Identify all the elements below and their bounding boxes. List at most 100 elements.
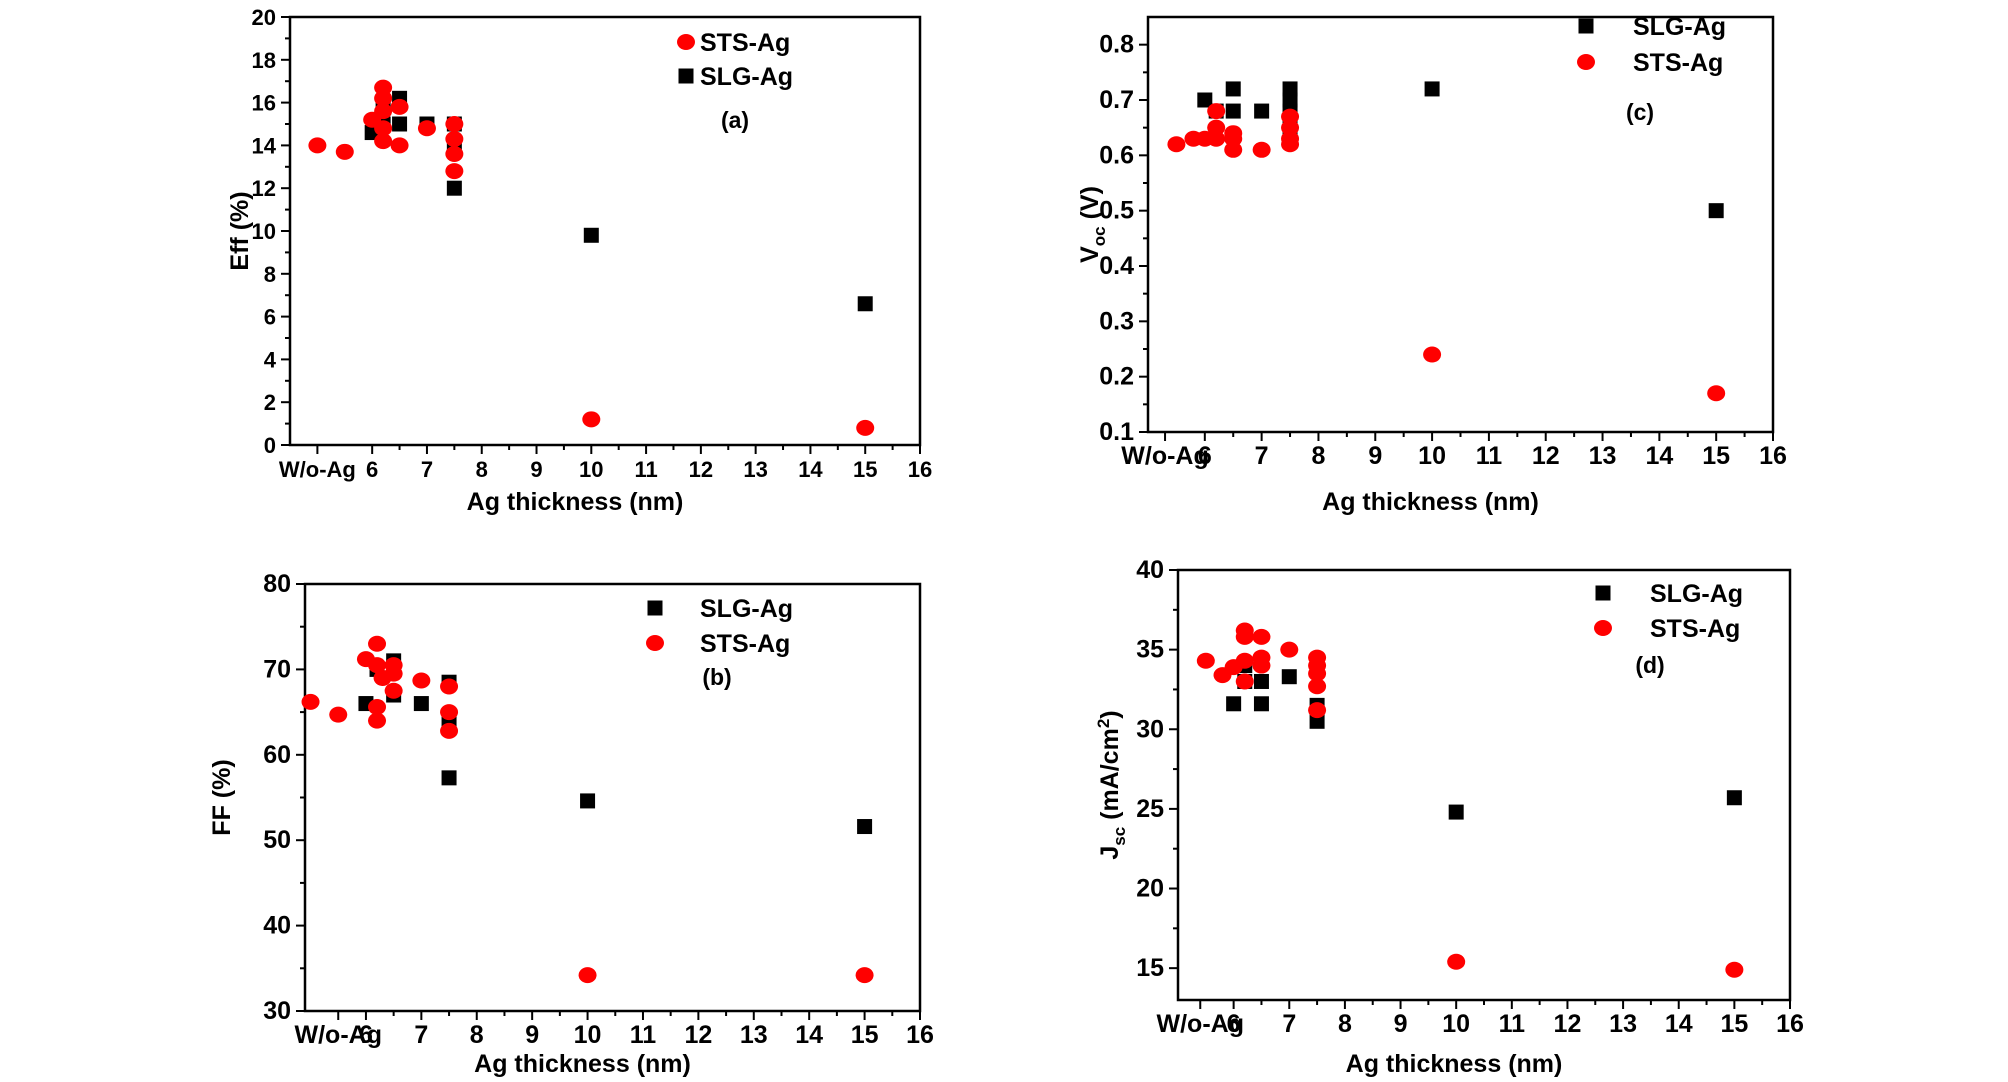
legend: STS-Ag SLG-Ag [677,29,793,91]
y-tick-label: 12 [252,176,276,201]
data-point-circle [1423,346,1442,363]
x-tick-label: 12 [684,1021,712,1049]
chart-panel-d: W/o-Ag6 7 8 9 10 11 12 13 14 15 16 15 20 25 30 35 40 Ag t… [1094,556,1804,1078]
data-point-circle [1235,628,1254,645]
data-point-circle [1252,141,1271,158]
legend-label: SLG-Ag [700,63,793,91]
x-tick-label: 13 [1609,1010,1637,1038]
data-point-circle [301,693,320,710]
y-tick-label: 0.3 [1099,307,1134,335]
data-point-circle [1281,136,1300,153]
data-point-square [583,227,599,243]
y-tick-label: 60 [263,741,291,769]
data-point-circle [440,704,459,721]
legend: SLG-Ag STS-Ag [646,595,793,658]
data-point-square [580,793,596,809]
x-tick-label: 15 [851,1021,879,1049]
y-tick-label: 35 [1136,636,1164,664]
x-tick-label: 10 [1418,442,1446,470]
x-axis-title: Ag thickness (nm) [1346,1050,1563,1078]
y-axis-title: Eff (%) [226,191,254,270]
data-point-circle [368,712,387,729]
y-tick-label: 20 [252,5,276,30]
data-point-circle [335,143,354,160]
data-point-square [446,180,462,196]
y-axis-title: FF (%) [208,759,236,835]
data-point-square [392,116,408,132]
x-tick-label: 12 [1532,442,1560,470]
data-point-circle [374,120,393,137]
series-STS-Ag [1196,622,1744,978]
x-tick-label: 7 [414,1021,428,1049]
data-point-circle [368,698,387,715]
x-tick-label: 9 [525,1021,539,1049]
data-point-square [857,819,873,835]
data-point-circle [1207,119,1226,136]
y-tick-label: 0.4 [1099,252,1134,280]
data-point-circle [1308,678,1327,695]
data-point-circle [445,116,464,132]
data-point-square [441,770,457,786]
y-tick-label: 25 [1136,795,1164,823]
y-tick-label: 0 [264,433,276,458]
legend-label: STS-Ag [1633,49,1723,77]
y-axis-title: Voc (V) [1076,186,1109,263]
y-tick-label: 80 [263,570,291,598]
x-tick-label: 7 [1255,442,1269,470]
data-point-square [1448,804,1464,820]
data-point-square [1253,696,1269,712]
legend-marker-square [678,68,694,84]
x-tick-label: 7 [1282,1010,1296,1038]
data-point-square [1226,696,1242,712]
chart-panel-c: W/o-Ag6 7 8 9 10 11 12 13 14 15 16 0.1 0.2 0.3 0.4 0.5 0… [1076,13,1787,516]
legend-label: STS-Ag [1650,615,1740,643]
x-tick-label: 11 [634,457,657,482]
y-tick-label: 2 [264,390,276,415]
legend-marker-square [647,600,663,616]
x-tick-label: 16 [1776,1010,1804,1038]
panel-label: (c) [1626,99,1654,125]
legend: SLG-Ag STS-Ag [1577,13,1726,77]
x-tick-label: 6 [1227,1010,1241,1038]
x-tick-label: 12 [1554,1010,1582,1038]
x-tick-label: 16 [906,1021,934,1049]
data-point-square [1197,92,1213,108]
data-point-circle [1235,652,1254,669]
data-point-circle [1196,652,1215,669]
data-point-circle [1447,953,1466,970]
y-tick-label: 14 [252,133,277,158]
x-tick-label: 8 [1338,1010,1352,1038]
data-point-circle [578,967,597,984]
plot-frame [303,582,922,1013]
data-point-circle [384,665,403,682]
data-point-square [1424,81,1440,97]
y-tick-label: 0.6 [1099,141,1134,169]
x-tick-label: 14 [1665,1010,1693,1038]
x-tick-label: 13 [743,457,767,482]
data-point-circle [368,635,387,652]
data-point-square [857,296,873,312]
x-tick-label: 9 [1394,1010,1408,1038]
y-tick-label: 4 [264,347,277,372]
x-tick-label: 16 [1759,442,1787,470]
data-point-circle [1725,961,1744,978]
data-point-circle [440,722,459,739]
x-tick-label: 10 [1442,1010,1470,1038]
x-tick-label: W/o-Ag [1121,442,1208,470]
y-tick-label: 15 [1136,954,1164,982]
x-tick-label: 15 [853,457,877,482]
x-tick-label: 8 [470,1021,484,1049]
y-tick-label: 30 [263,997,291,1025]
x-tick-label: 6 [366,457,378,482]
data-point-circle [1167,136,1186,153]
y-tick-label: 40 [263,912,291,940]
data-point-circle [1281,108,1300,125]
series-SLG-Ag [1226,658,1742,820]
data-point-circle [1207,103,1226,120]
data-point-circle [417,120,436,137]
legend-label: SLG-Ag [1633,13,1726,41]
data-point-square [1253,673,1269,689]
y-tick-label: 0.8 [1099,31,1134,59]
data-point-square [1281,669,1297,685]
